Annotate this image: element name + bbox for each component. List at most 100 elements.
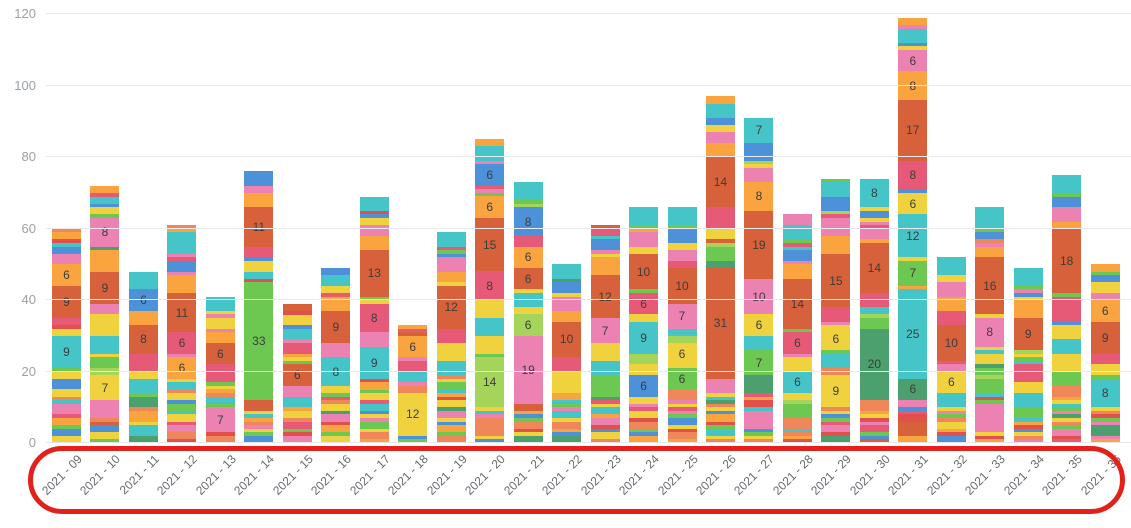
segment-rust[interactable]: 10 (552, 321, 582, 358)
segment-teal[interactable] (821, 353, 851, 369)
segment-light-green[interactable] (744, 160, 774, 165)
segment-green[interactable] (436, 250, 466, 254)
segment-green[interactable] (705, 425, 735, 429)
segment-rose[interactable] (936, 360, 966, 365)
segment-yellow[interactable] (744, 164, 774, 168)
segment-sea-green[interactable] (1052, 414, 1082, 419)
segment-pink[interactable] (705, 378, 735, 394)
segment-pink[interactable] (821, 321, 851, 326)
segment-pink[interactable] (359, 332, 389, 347)
segment-rust[interactable]: 8 (128, 325, 158, 354)
segment-rust[interactable]: 9 (90, 271, 120, 304)
segment-green[interactable] (629, 428, 659, 433)
segment-green[interactable] (1052, 192, 1082, 197)
segment-orange[interactable] (744, 396, 774, 401)
segment-red[interactable] (52, 325, 81, 329)
segment-pink[interactable] (398, 382, 428, 386)
segment-red[interactable] (52, 239, 81, 243)
segment-orange[interactable] (590, 257, 620, 276)
segment-rust[interactable] (398, 332, 428, 336)
segment-blue[interactable] (744, 142, 774, 161)
segment-pink[interactable] (475, 189, 505, 193)
segment-yellow[interactable] (859, 217, 889, 222)
segment-pink[interactable] (1090, 293, 1120, 301)
segment-green[interactable] (744, 432, 774, 436)
segment-pink[interactable]: 7 (205, 407, 235, 433)
segment-yellow[interactable] (590, 403, 620, 408)
segment-orange[interactable] (475, 139, 505, 147)
bar-2021-27[interactable]: 7 6 10 19 8 7 (744, 117, 774, 443)
bar-2021-22[interactable]: 10 (552, 264, 582, 443)
bar-2021-25[interactable]: 6 6 7 10 (667, 207, 697, 443)
segment-pink[interactable]: 8 (975, 318, 1005, 347)
segment-pink[interactable] (359, 418, 389, 422)
segment-salmon[interactable] (436, 435, 466, 443)
segment-yellow[interactable] (898, 257, 928, 261)
segment-green[interactable] (359, 296, 389, 301)
segment-red[interactable] (744, 400, 774, 408)
segment-orange[interactable] (898, 285, 928, 290)
segment-blue[interactable] (705, 117, 735, 126)
segment-teal[interactable] (552, 400, 582, 404)
segment-salmon[interactable] (705, 439, 735, 443)
segment-teal[interactable] (1013, 418, 1043, 422)
segment-teal[interactable] (1013, 393, 1043, 408)
segment-yellow[interactable]: 6 (936, 371, 966, 394)
segment-yellow[interactable] (513, 307, 543, 315)
segment-red[interactable] (821, 432, 851, 436)
segment-green[interactable] (705, 246, 735, 261)
segment-yellow[interactable] (1090, 407, 1120, 411)
segment-yellow[interactable] (667, 364, 697, 369)
segment-pink[interactable] (282, 339, 312, 344)
segment-blue[interactable] (590, 239, 620, 251)
segment-red[interactable] (1090, 414, 1120, 419)
segment-red[interactable] (513, 428, 543, 433)
segment-red[interactable] (936, 432, 966, 436)
segment-pink[interactable] (436, 410, 466, 419)
segment-blue[interactable] (321, 268, 351, 276)
segment-green[interactable] (475, 353, 505, 358)
segment-green[interactable] (975, 368, 1005, 376)
segment-sea-green[interactable]: 20 (859, 328, 889, 401)
bar-2021-20[interactable]: 14 8 15 6 6 (475, 139, 505, 443)
segment-rust[interactable] (898, 421, 928, 436)
segment-yellow[interactable] (282, 314, 312, 319)
segment-orange[interactable] (552, 393, 582, 401)
segment-sea-green[interactable] (821, 435, 851, 443)
segment-green[interactable] (513, 418, 543, 422)
segment-blue[interactable]: 6 (475, 164, 505, 186)
segment-orange[interactable] (782, 435, 812, 440)
segment-rose[interactable] (52, 414, 81, 419)
segment-teal[interactable] (705, 428, 735, 436)
segment-teal[interactable] (282, 335, 312, 340)
segment-red[interactable] (1013, 425, 1043, 429)
segment-green[interactable]: 33 (244, 282, 274, 401)
segment-orange[interactable] (1090, 264, 1120, 272)
segment-salmon[interactable] (1090, 410, 1120, 415)
segment-yellow[interactable]: 6 (744, 314, 774, 336)
segment-teal[interactable]: 7 (744, 117, 774, 143)
segment-teal[interactable]: 9 (629, 321, 659, 354)
segment-green[interactable] (782, 328, 812, 333)
segment-salmon[interactable] (167, 225, 197, 229)
segment-orange[interactable] (128, 410, 158, 422)
segment-teal[interactable] (436, 360, 466, 376)
segment-teal[interactable]: 6 (782, 371, 812, 394)
segment-pink[interactable] (1052, 428, 1082, 436)
bar-2021-14[interactable]: 33 11 (244, 171, 274, 443)
segment-teal[interactable] (167, 382, 197, 390)
segment-rust[interactable]: 18 (1052, 228, 1082, 294)
segment-blue[interactable] (859, 210, 889, 218)
segment-green[interactable] (52, 368, 81, 372)
segment-rose[interactable] (513, 235, 543, 247)
segment-teal[interactable] (1013, 360, 1043, 365)
segment-yellow[interactable] (782, 393, 812, 401)
segment-rose[interactable] (359, 400, 389, 404)
segment-green[interactable] (975, 228, 1005, 233)
segment-yellow[interactable] (1052, 400, 1082, 404)
segment-teal[interactable] (475, 410, 505, 415)
segment-orange[interactable] (936, 296, 966, 311)
segment-orange[interactable] (436, 271, 466, 283)
segment-red[interactable] (282, 432, 312, 436)
segment-teal[interactable]: 9 (359, 346, 389, 379)
